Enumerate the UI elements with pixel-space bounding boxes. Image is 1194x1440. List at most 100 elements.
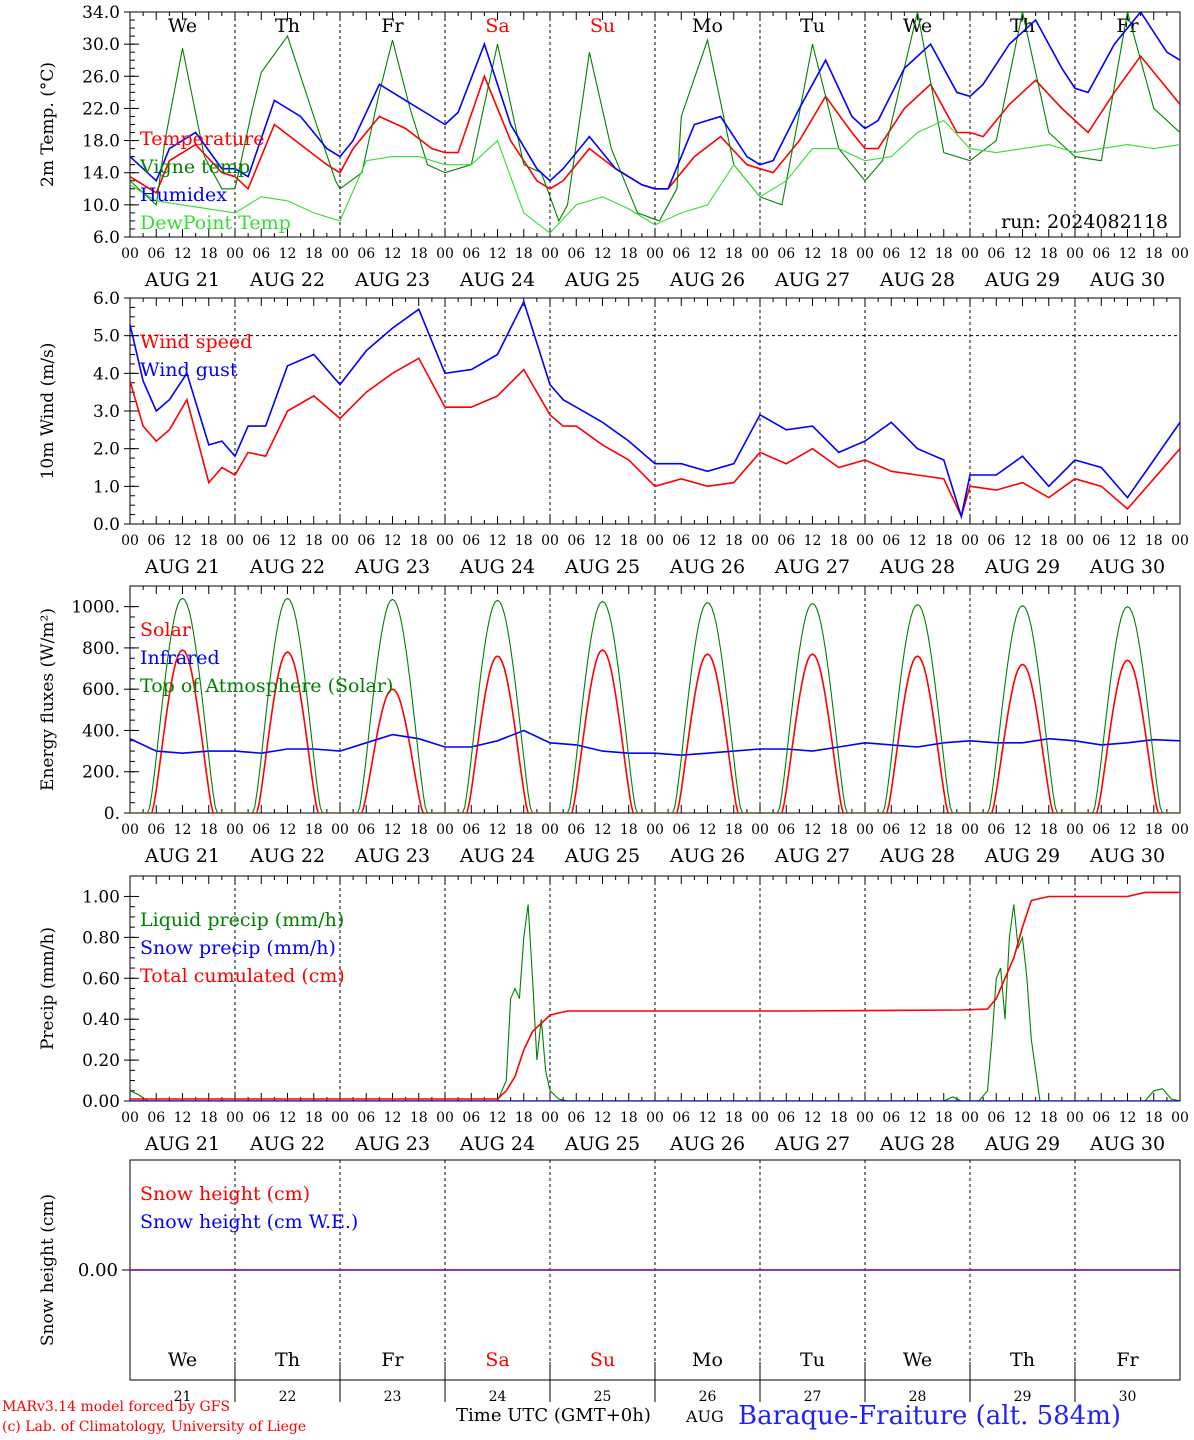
x-day-number: 26 <box>699 1389 717 1405</box>
x-hour-label: 12 <box>489 822 507 838</box>
time-axis-label: Time UTC (GMT+0h) <box>456 1405 651 1426</box>
x-hour-label: 00 <box>436 822 454 838</box>
x-hour-label: 06 <box>777 246 795 262</box>
x-hour-label: 12 <box>804 1110 822 1126</box>
series-line-liquid-precip-mm-h- <box>130 904 1180 1101</box>
x-hour-label: 06 <box>147 246 165 262</box>
x-date-label: AUG 29 <box>984 845 1060 867</box>
legend-entry: Humidex <box>140 184 227 206</box>
x-hour-label: 18 <box>305 1110 323 1126</box>
day-of-week-label: Th <box>1010 1349 1035 1371</box>
x-hour-label: 06 <box>1092 246 1110 262</box>
x-day-number: 21 <box>174 1389 192 1405</box>
x-hour-label: 00 <box>646 822 664 838</box>
x-hour-label: 00 <box>646 533 664 549</box>
x-hour-label: 18 <box>410 822 428 838</box>
x-hour-label: 06 <box>252 822 270 838</box>
y-tick-label: 1.0 <box>93 477 120 497</box>
x-hour-label: 12 <box>279 533 297 549</box>
day-of-week-label: Sa <box>485 1349 509 1371</box>
x-hour-label: 12 <box>489 246 507 262</box>
x-hour-label: 12 <box>279 246 297 262</box>
x-hour-label: 12 <box>699 1110 717 1126</box>
x-hour-label: 06 <box>567 533 585 549</box>
x-hour-label: 00 <box>331 1110 349 1126</box>
x-hour-label: 06 <box>1092 1110 1110 1126</box>
x-date-label: AUG 21 <box>144 1133 220 1155</box>
x-date-label: AUG 24 <box>459 1133 535 1155</box>
x-hour-label: 12 <box>699 246 717 262</box>
x-hour-label: 12 <box>1119 246 1137 262</box>
x-hour-label: 18 <box>200 533 218 549</box>
x-hour-label: 06 <box>252 1110 270 1126</box>
y-tick-label: 0.00 <box>78 1260 118 1281</box>
x-hour-label: 12 <box>489 533 507 549</box>
x-hour-label: 12 <box>384 822 402 838</box>
month-label: AUG <box>686 1407 724 1426</box>
x-hour-label: 06 <box>462 246 480 262</box>
y-tick-label: 0.20 <box>82 1051 120 1071</box>
y-tick-label: 26.0 <box>82 67 120 87</box>
x-hour-label: 00 <box>121 1110 139 1126</box>
x-hour-label: 06 <box>147 822 165 838</box>
x-hour-label: 00 <box>541 533 559 549</box>
x-hour-label: 18 <box>1145 533 1163 549</box>
x-hour-label: 00 <box>856 1110 874 1126</box>
x-hour-label: 18 <box>725 822 743 838</box>
y-tick-label: 22.0 <box>82 99 120 119</box>
x-date-label: AUG 23 <box>354 1133 430 1155</box>
x-date-label: AUG 30 <box>1089 845 1165 867</box>
y-tick-label: 6.0 <box>93 228 120 248</box>
day-of-week-label: We <box>168 15 197 37</box>
x-hour-label: 00 <box>1171 246 1189 262</box>
x-hour-label: 12 <box>594 1110 612 1126</box>
x-date-label: AUG 23 <box>354 556 430 578</box>
x-hour-label: 00 <box>751 1110 769 1126</box>
day-of-week-label: Th <box>275 1349 300 1371</box>
legend-entry: Total cumulated (cm) <box>140 965 345 987</box>
x-hour-label: 18 <box>305 533 323 549</box>
x-hour-label: 00 <box>226 246 244 262</box>
x-hour-label: 12 <box>1014 1110 1032 1126</box>
x-hour-label: 12 <box>594 246 612 262</box>
x-date-label: AUG 21 <box>144 845 220 867</box>
y-tick-label: 2.0 <box>93 440 120 460</box>
x-date-label: AUG 28 <box>879 845 955 867</box>
x-hour-label: 06 <box>252 533 270 549</box>
legend-entry: Solar <box>140 619 192 641</box>
x-hour-label: 12 <box>1014 246 1032 262</box>
x-hour-label: 06 <box>882 246 900 262</box>
legend-entry: Wind gust <box>140 359 238 381</box>
x-hour-label: 18 <box>200 822 218 838</box>
x-hour-label: 12 <box>909 533 927 549</box>
x-hour-label: 06 <box>1092 822 1110 838</box>
x-hour-label: 18 <box>935 533 953 549</box>
x-hour-label: 06 <box>777 822 795 838</box>
x-hour-label: 00 <box>1171 1110 1189 1126</box>
x-hour-label: 12 <box>1119 822 1137 838</box>
x-hour-label: 00 <box>121 246 139 262</box>
x-hour-label: 00 <box>436 246 454 262</box>
credit-line-1: MARv3.14 model forced by GFS <box>2 1399 231 1415</box>
x-date-label: AUG 22 <box>249 269 325 291</box>
x-hour-label: 12 <box>384 533 402 549</box>
x-hour-label: 06 <box>567 822 585 838</box>
x-hour-label: 06 <box>987 822 1005 838</box>
x-hour-label: 18 <box>200 1110 218 1126</box>
x-date-label: AUG 22 <box>249 845 325 867</box>
legend-entry: Top of Atmosphere (Solar) <box>140 675 393 697</box>
x-hour-label: 12 <box>909 822 927 838</box>
run-annotation: run: 2024082118 <box>1001 211 1168 233</box>
x-date-label: AUG 27 <box>774 269 850 291</box>
x-date-label: AUG 27 <box>774 1133 850 1155</box>
x-hour-label: 12 <box>909 246 927 262</box>
x-hour-label: 00 <box>1066 1110 1084 1126</box>
x-hour-label: 06 <box>462 1110 480 1126</box>
x-hour-label: 00 <box>121 533 139 549</box>
x-hour-label: 12 <box>1119 533 1137 549</box>
x-hour-label: 00 <box>856 246 874 262</box>
day-of-week-label: Mo <box>692 1349 723 1371</box>
y-tick-label: 600. <box>82 680 120 700</box>
x-hour-label: 18 <box>410 1110 428 1126</box>
